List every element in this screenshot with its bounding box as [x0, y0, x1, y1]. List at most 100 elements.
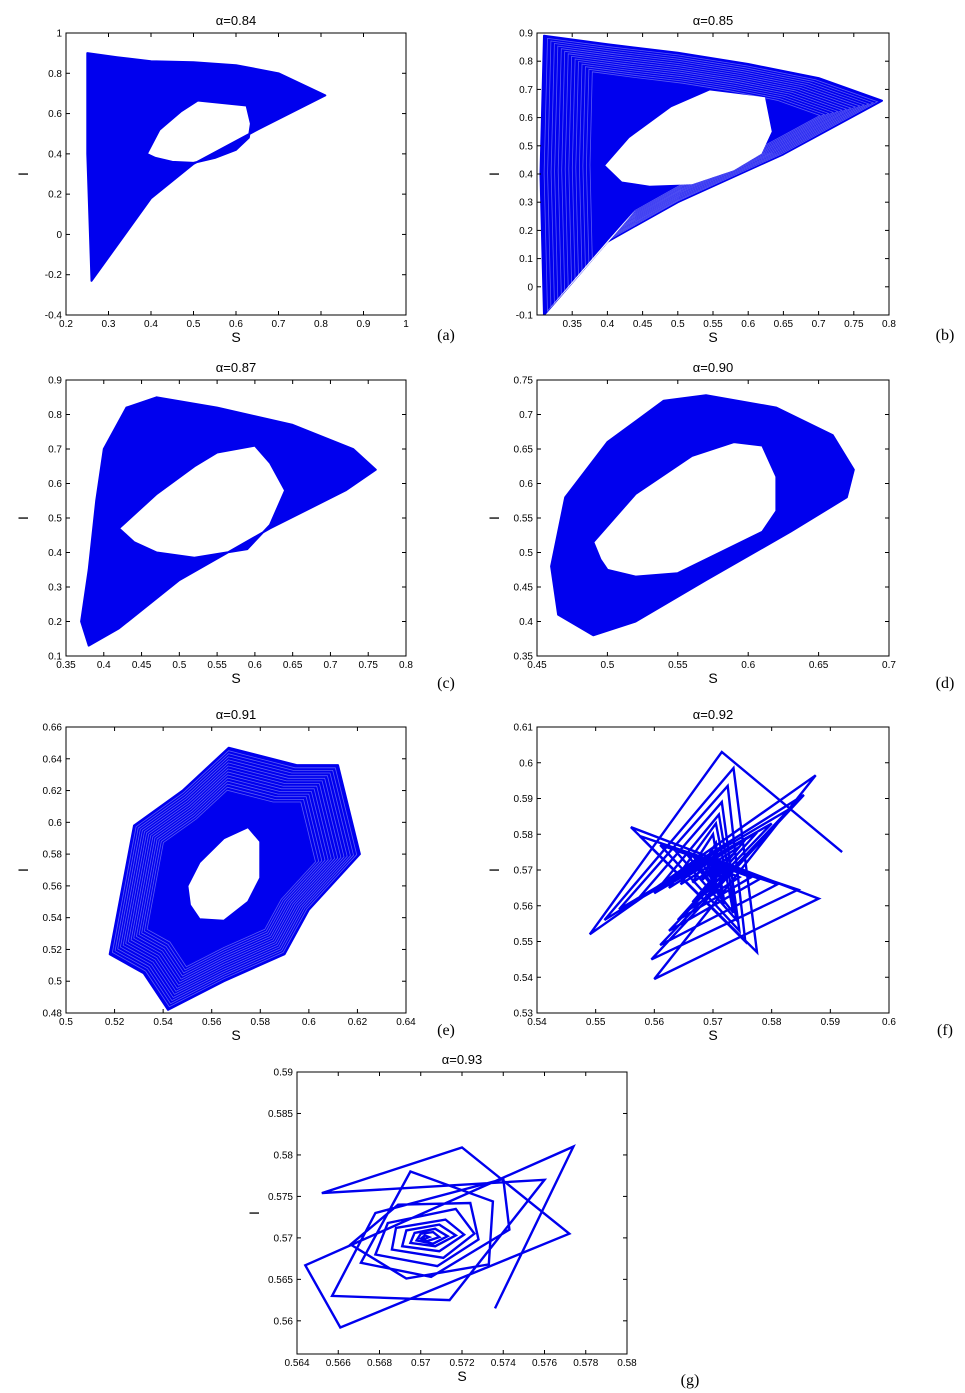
- x-tick-label: 0.6: [302, 1017, 316, 1028]
- x-tick-label: 0.55: [668, 660, 688, 671]
- y-tick-label: 0.2: [519, 226, 533, 237]
- panel-label: (d): [936, 675, 955, 692]
- y-tick-label: 0.56: [43, 881, 63, 892]
- x-tick-label: 0.7: [272, 319, 286, 330]
- trajectory-strand: [119, 759, 348, 999]
- y-tick-label: 0.54: [514, 973, 534, 984]
- y-tick-label: 0.9: [48, 376, 62, 387]
- panel-b: 0.35 0.4 0.45 0.5 0.55 0.6 0.65 0.7 0.75 0.8 -0.1 0…: [486, 13, 954, 345]
- y-tick-label: 0.3: [519, 198, 533, 209]
- panel-g: 0.564 0.566 0.568 0.57 0.572 0.574 0.576 0.578 0…: [246, 1052, 699, 1389]
- y-tick-label: 0.5: [519, 548, 533, 559]
- x-tick-label: 0.56: [645, 1017, 665, 1028]
- x-tick-label: 0.57: [411, 1358, 431, 1369]
- trajectory-strand: [127, 768, 339, 989]
- x-tick-label: 0.5: [172, 660, 186, 671]
- y-tick-label: 0.4: [48, 149, 62, 160]
- x-axis-label: S: [231, 1027, 240, 1043]
- panel-f: 0.54 0.55 0.56 0.57 0.58 0.59 0.60.530.540.550…: [486, 707, 953, 1043]
- plot-area: [108, 746, 361, 1011]
- panel-d: 0.45 0.5 0.55 0.6 0.65 0.7 0.35 0.4 0.45 0.5 0.55 0…: [486, 360, 954, 692]
- trajectory-strand: [557, 48, 861, 297]
- trajectory-strand: [568, 55, 848, 285]
- x-tick-label: 0.9: [357, 319, 371, 330]
- y-tick-label: 0.75: [514, 376, 534, 387]
- y-tick-label: 0.56: [274, 1316, 294, 1327]
- trajectory-band: [86, 52, 327, 282]
- x-tick-label: 0.564: [284, 1358, 309, 1369]
- trajectory-strand: [571, 58, 843, 281]
- axes-box: [296, 1071, 628, 1355]
- plot-area: [539, 34, 883, 315]
- x-tick-label: 0.45: [633, 319, 653, 330]
- y-tick-label: -0.4: [45, 311, 63, 322]
- panel-label: (f): [937, 1022, 953, 1039]
- x-tick-label: 0.65: [809, 660, 829, 671]
- y-tick-label: 0.58: [274, 1150, 294, 1161]
- trajectory-strand: [550, 43, 870, 305]
- trajectory-strand: [133, 774, 332, 983]
- x-tick-label: 0.57: [703, 1017, 723, 1028]
- y-tick-label: 0.6: [48, 818, 62, 829]
- y-tick-label: 0.1: [519, 254, 533, 265]
- x-tick-label: 0.52: [105, 1017, 125, 1028]
- x-tick-label: 0.4: [600, 319, 614, 330]
- trajectory-band: [108, 746, 361, 1011]
- y-tick-label: 0.5: [519, 141, 533, 152]
- x-tick-label: 0.578: [573, 1358, 598, 1369]
- y-tick-label: 0.2: [48, 617, 62, 628]
- x-tick-label: 0.64: [396, 1017, 416, 1028]
- x-tick-label: 0.6: [229, 319, 243, 330]
- trajectory-strand: [117, 756, 351, 1002]
- y-tick-label: 0.6: [519, 113, 533, 124]
- trajectory-band: [80, 396, 377, 647]
- x-tick-label: 0.4: [97, 660, 111, 671]
- x-tick-label: 0.5: [671, 319, 685, 330]
- x-tick-label: 0.576: [532, 1358, 557, 1369]
- y-axis-label: I: [246, 1211, 262, 1215]
- y-tick-label: 0.64: [43, 754, 63, 765]
- plot-area: [86, 52, 327, 282]
- y-tick-label: 0.6: [519, 758, 533, 769]
- y-tick-label: 0.56: [514, 901, 534, 912]
- x-tick-label: 0.5: [187, 319, 201, 330]
- y-axis-label: I: [486, 172, 502, 176]
- y-axis-label: I: [486, 516, 502, 520]
- x-axis-label: S: [231, 670, 240, 686]
- trajectory-strand: [114, 753, 354, 1005]
- x-tick-label: 0.568: [367, 1358, 392, 1369]
- y-axis-label: I: [486, 868, 502, 872]
- y-tick-label: 0.61: [514, 723, 534, 734]
- trajectory-strand: [130, 771, 335, 986]
- y-tick-label: 0.48: [43, 1009, 63, 1020]
- y-tick-label: 0.5: [48, 977, 62, 988]
- x-tick-label: 0.8: [399, 660, 413, 671]
- plot-area: [588, 750, 843, 981]
- x-tick-label: 0.59: [821, 1017, 841, 1028]
- chart-title: α=0.87: [216, 360, 256, 375]
- y-tick-label: 0: [56, 230, 62, 241]
- y-tick-label: 0.45: [514, 583, 534, 594]
- trajectory-strand: [146, 789, 316, 968]
- x-axis-label: S: [708, 670, 717, 686]
- panel-label: (c): [437, 675, 455, 692]
- y-tick-label: 0.52: [43, 945, 63, 956]
- y-tick-label: 0.6: [519, 479, 533, 490]
- y-tick-label: 0: [527, 282, 533, 293]
- y-tick-label: 0.55: [514, 514, 534, 525]
- plot-area: [80, 396, 377, 647]
- x-tick-label: 0.3: [102, 319, 116, 330]
- y-tick-label: 0.55: [514, 937, 534, 948]
- y-tick-label: 0.585: [268, 1109, 293, 1120]
- x-tick-label: 0.54: [153, 1017, 173, 1028]
- x-tick-label: 0.8: [882, 319, 896, 330]
- chart-title: α=0.90: [693, 360, 733, 375]
- x-tick-label: 0.75: [358, 660, 378, 671]
- trajectory-strand: [125, 765, 342, 992]
- chart-title: α=0.92: [693, 707, 733, 722]
- x-axis-label: S: [457, 1368, 466, 1384]
- trajectory-strand: [138, 780, 326, 977]
- chart-title: α=0.84: [216, 13, 256, 28]
- x-tick-label: 0.5: [600, 660, 614, 671]
- x-tick-label: 0.574: [491, 1358, 516, 1369]
